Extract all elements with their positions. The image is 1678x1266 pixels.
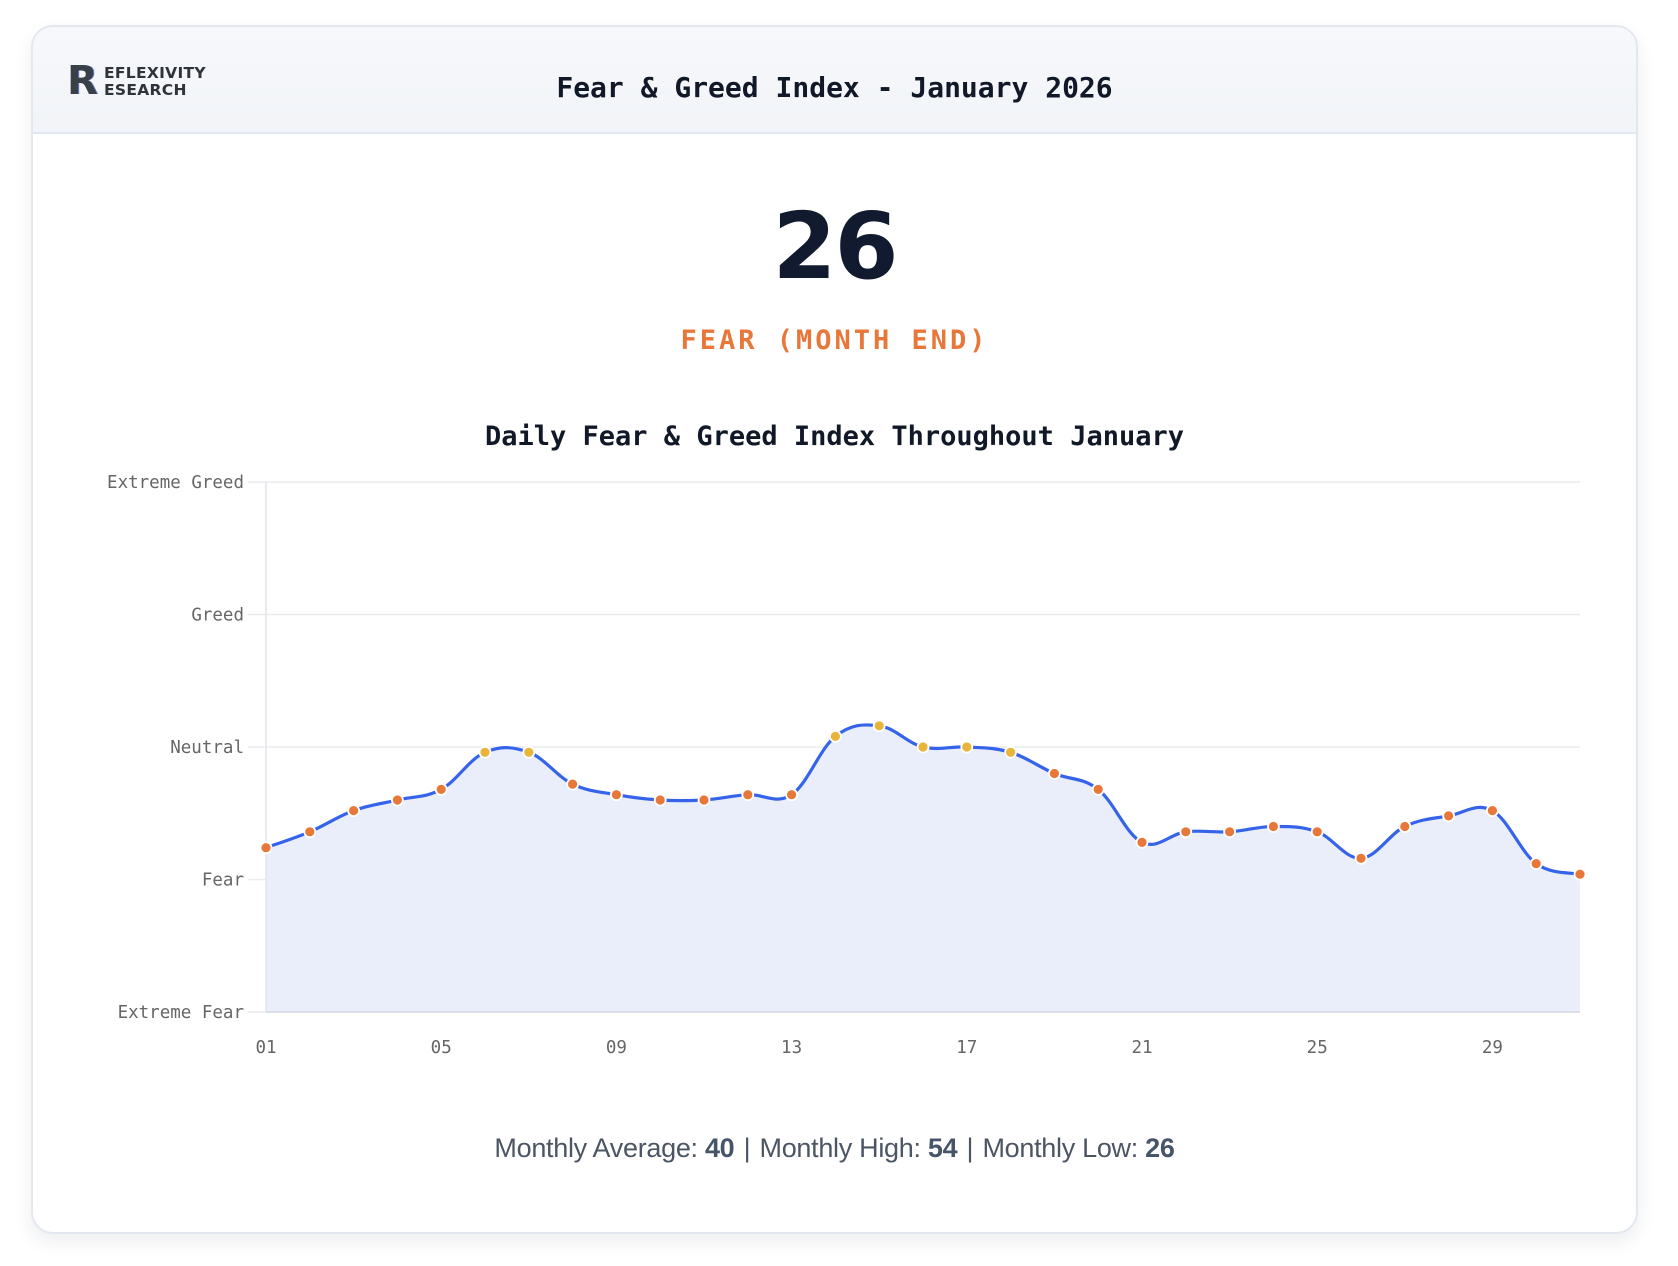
- data-point-day-27: [1398, 820, 1412, 833]
- markers: [259, 719, 1587, 881]
- separator: |: [966, 1133, 974, 1163]
- x-tick-label: 25: [1307, 1038, 1328, 1058]
- high-label: Monthly High:: [759, 1133, 921, 1163]
- area-fill: [266, 724, 1580, 1012]
- x-tick-label: 21: [1131, 1038, 1152, 1058]
- x-tick-label: 09: [606, 1038, 627, 1058]
- separator: |: [743, 1133, 751, 1163]
- x-tick-label: 29: [1482, 1038, 1503, 1058]
- data-point-day-22: [1179, 825, 1193, 839]
- data-point-day-25: [1310, 825, 1324, 839]
- data-point-day-9: [610, 788, 623, 802]
- data-point-day-18: [1004, 745, 1017, 759]
- data-point-day-14: [829, 730, 842, 743]
- page-title: Fear & Greed Index - January 2026: [556, 71, 1113, 104]
- data-point-day-31: [1573, 867, 1587, 881]
- data-point-day-23: [1223, 825, 1236, 839]
- data-point-day-4: [390, 793, 404, 807]
- data-point-day-16: [916, 740, 930, 754]
- logo-line-1: EFLEXIVITY: [104, 64, 206, 82]
- logo-initial: R: [67, 58, 98, 104]
- data-point-day-24: [1267, 820, 1280, 833]
- month-end-value: 26: [772, 193, 898, 300]
- y-tick-label: Greed: [191, 606, 244, 626]
- data-point-day-11: [697, 793, 711, 807]
- data-point-day-7: [522, 745, 536, 759]
- monthly-stats: Monthly Average: 40 | Monthly High: 54 |…: [33, 1130, 1636, 1166]
- x-tick-label: 17: [956, 1038, 977, 1058]
- data-point-day-13: [785, 788, 798, 802]
- dashboard-card: R EFLEXIVITY ESEARCH Fear & Greed Index …: [31, 25, 1638, 1234]
- data-point-day-5: [434, 783, 448, 796]
- data-point-day-21: [1135, 836, 1149, 849]
- data-point-day-26: [1354, 851, 1368, 865]
- x-tick-label: 01: [255, 1038, 276, 1058]
- chart-title: Daily Fear & Greed Index Throughout Janu…: [485, 421, 1184, 452]
- area-layer: [266, 724, 1580, 1012]
- data-point-day-12: [741, 788, 755, 802]
- tick-labels: Extreme Fear Fear Neutral Greed Extreme Gree…: [107, 473, 1503, 1058]
- average-label: Monthly Average:: [494, 1133, 698, 1163]
- x-tick-label: 05: [431, 1038, 452, 1058]
- data-point-day-19: [1048, 767, 1061, 780]
- y-tick-label: Fear: [202, 871, 244, 891]
- data-point-day-15: [872, 719, 886, 733]
- data-point-day-8: [566, 777, 579, 791]
- average-value: 40: [704, 1133, 735, 1163]
- card-header: R EFLEXIVITY ESEARCH Fear & Greed Index …: [33, 27, 1636, 134]
- data-point-day-30: [1529, 857, 1543, 870]
- data-point-day-17: [960, 740, 974, 754]
- low-label: Monthly Low:: [982, 1133, 1138, 1163]
- high-value: 54: [927, 1133, 958, 1163]
- month-end-sentiment-label: FEAR (MONTH END): [680, 325, 989, 356]
- data-point-day-10: [653, 793, 667, 807]
- low-value: 26: [1145, 1133, 1175, 1163]
- x-tick-label: 13: [781, 1038, 802, 1058]
- axes: [265, 482, 1580, 1013]
- logo-line-2: ESEARCH: [104, 81, 187, 99]
- y-tick-label: Neutral: [170, 738, 244, 758]
- data-point-day-20: [1091, 783, 1105, 796]
- data-point-day-28: [1442, 809, 1455, 823]
- y-tick-label: Extreme Greed: [107, 473, 244, 493]
- data-point-day-6: [478, 745, 492, 759]
- data-point-day-2: [303, 825, 317, 839]
- data-point-day-1: [259, 841, 273, 855]
- reflexivity-research-logo: R EFLEXIVITY ESEARCH: [67, 58, 217, 104]
- fear-greed-chart: Extreme Fear Fear Neutral Greed Extreme Gree…: [107, 473, 1587, 1058]
- data-point-day-3: [347, 804, 361, 817]
- y-tick-label: Extreme Fear: [118, 1003, 244, 1023]
- data-point-day-29: [1486, 804, 1499, 817]
